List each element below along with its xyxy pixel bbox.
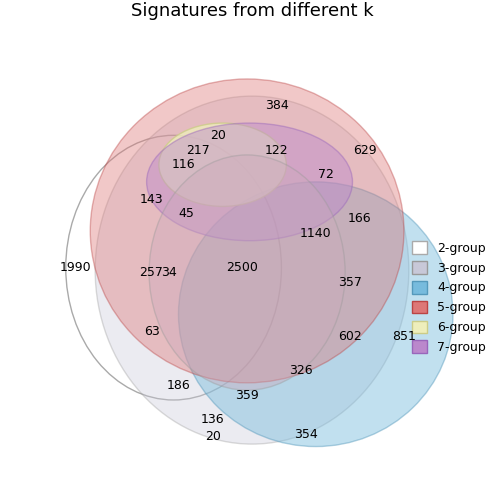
Text: 122: 122 xyxy=(265,144,288,157)
Text: 166: 166 xyxy=(348,212,371,225)
Text: 629: 629 xyxy=(353,144,376,157)
Ellipse shape xyxy=(147,123,352,241)
Text: 257: 257 xyxy=(140,266,163,279)
Text: 34: 34 xyxy=(161,266,176,279)
Text: 602: 602 xyxy=(338,330,362,343)
Text: 72: 72 xyxy=(318,168,334,181)
Text: 354: 354 xyxy=(294,428,318,441)
Ellipse shape xyxy=(178,182,453,447)
Text: 359: 359 xyxy=(235,389,259,402)
Text: 45: 45 xyxy=(178,207,194,220)
Ellipse shape xyxy=(90,79,404,383)
Text: 326: 326 xyxy=(289,364,313,377)
Text: 851: 851 xyxy=(392,330,416,343)
Ellipse shape xyxy=(159,123,286,207)
Ellipse shape xyxy=(149,155,345,390)
Text: 63: 63 xyxy=(144,325,159,338)
Legend: 2-group, 3-group, 4-group, 5-group, 6-group, 7-group: 2-group, 3-group, 4-group, 5-group, 6-gr… xyxy=(407,236,491,359)
Text: 186: 186 xyxy=(167,379,191,392)
Ellipse shape xyxy=(95,96,409,444)
Text: 384: 384 xyxy=(265,99,288,112)
Text: 116: 116 xyxy=(171,158,195,171)
Text: 1990: 1990 xyxy=(60,261,91,274)
Text: 136: 136 xyxy=(201,413,225,426)
Text: 143: 143 xyxy=(140,193,163,206)
Text: 1140: 1140 xyxy=(300,227,332,240)
Text: 217: 217 xyxy=(186,144,210,157)
Text: 20: 20 xyxy=(205,430,221,443)
Text: 20: 20 xyxy=(210,129,226,142)
Title: Signatures from different k: Signatures from different k xyxy=(131,3,373,20)
Text: 2500: 2500 xyxy=(226,261,258,274)
Text: 357: 357 xyxy=(338,276,362,289)
